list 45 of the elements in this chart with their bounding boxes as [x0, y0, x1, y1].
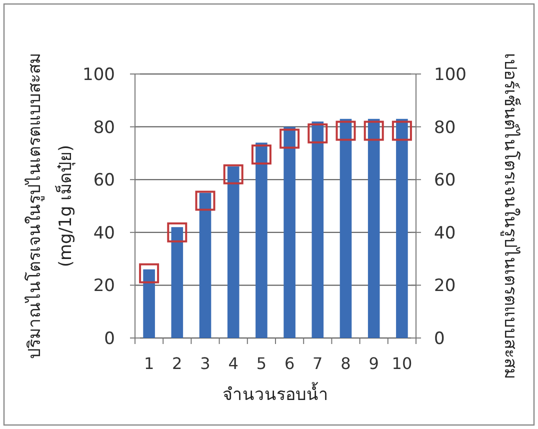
y2-tick-label: 100 — [434, 65, 466, 85]
point — [364, 120, 384, 141]
bar — [256, 142, 268, 338]
bar — [340, 118, 352, 338]
y2-tick-label: 20 — [434, 276, 456, 296]
point — [167, 222, 188, 242]
point — [139, 263, 160, 284]
bar — [227, 166, 240, 338]
bar — [284, 126, 296, 338]
y-axis-title: ปริมาณไนโตรเจนในรูปไนเตรตแบบสะสม (mg/1g เม็ดปุ๋ย) — [24, 53, 76, 359]
x-tick-label: 7 — [312, 354, 323, 373]
x-tick-label: 2 — [172, 354, 182, 373]
bar — [199, 192, 212, 338]
y-tick-label: 80 — [93, 118, 115, 138]
y-tick-label: 100 — [82, 65, 115, 85]
y2-tick-label: 80 — [434, 118, 456, 138]
y-tick-label: 40 — [93, 223, 115, 244]
point — [336, 120, 356, 141]
point — [280, 128, 300, 149]
bar — [396, 118, 408, 338]
x-tick-label: 6 — [284, 354, 295, 373]
y2-tick-label: 0 — [434, 329, 445, 349]
x-tick-label: 9 — [368, 354, 379, 373]
x-tick-label: 8 — [340, 354, 351, 373]
y2-tick-label: 40 — [434, 223, 456, 244]
y-tick-label: 0 — [104, 329, 115, 349]
bar — [143, 269, 155, 338]
y2-axis-title: เปอร์เซ็นต์ไนโตรเจนในรูปไนเตรตแบบสะสม — [500, 53, 522, 379]
bar — [312, 122, 324, 338]
x-tick-label: 1 — [144, 354, 154, 373]
point — [392, 120, 412, 141]
y-tick-label: 60 — [93, 170, 115, 191]
x-axis-title: จำนวนรอบน้ำ — [222, 382, 328, 405]
point — [251, 144, 272, 165]
y-tick-label: 20 — [93, 276, 115, 296]
x-tick-label: 5 — [256, 354, 267, 373]
x-tick-label: 10 — [392, 354, 412, 373]
point — [195, 190, 216, 211]
point — [223, 164, 244, 184]
point — [308, 123, 328, 144]
bar — [171, 227, 184, 338]
y2-tick-label: 60 — [434, 170, 456, 191]
bar — [368, 118, 380, 338]
x-tick-label: 4 — [228, 354, 238, 373]
x-tick-label: 3 — [200, 354, 210, 373]
